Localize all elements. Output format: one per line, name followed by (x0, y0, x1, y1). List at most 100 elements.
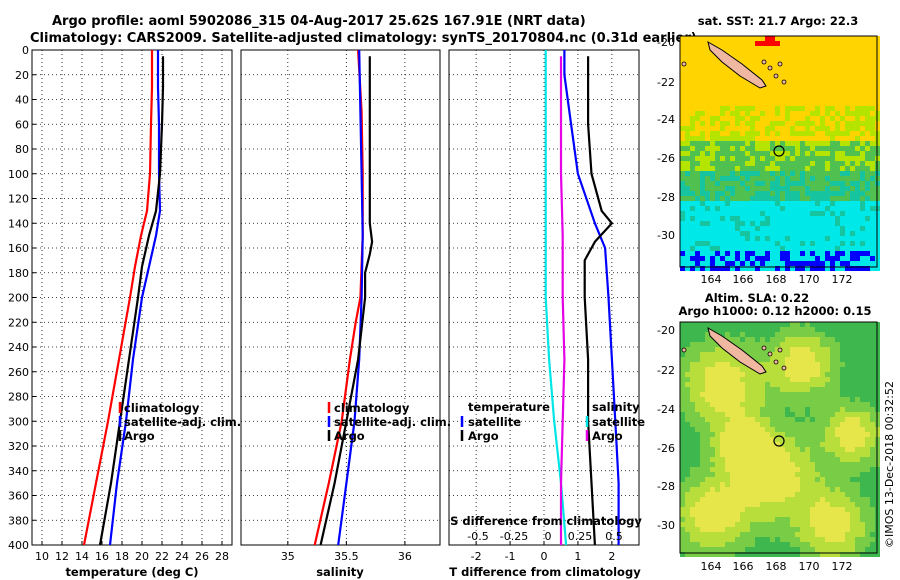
sst-cell (760, 186, 765, 191)
sst-cell (705, 111, 710, 116)
sla-cell (750, 487, 755, 492)
sst-map-x-tick-label: 164 (701, 273, 722, 286)
sla-cell (735, 452, 740, 457)
sla-cell (860, 347, 865, 352)
sst-cell (775, 146, 780, 151)
sst-cell (800, 146, 805, 151)
sst-cell (755, 196, 760, 201)
sla-cell (760, 487, 765, 492)
sla-cell (740, 412, 745, 417)
sst-cell (860, 136, 865, 141)
sla-cell (755, 397, 760, 402)
sst-cell (790, 186, 795, 191)
sst-cell (715, 96, 720, 101)
sst-cell (775, 246, 780, 251)
sla-cell (805, 477, 810, 482)
sst-cell (810, 171, 815, 176)
sst-cell (845, 236, 850, 241)
sst-cell (725, 121, 730, 126)
sla-cell (825, 527, 830, 532)
sla-cell (775, 372, 780, 377)
sst-cell (730, 256, 735, 261)
sla-cell (705, 467, 710, 472)
sst-cell (765, 151, 770, 156)
sla-cell (750, 477, 755, 482)
sla-cell (750, 497, 755, 502)
sst-cell (820, 196, 825, 201)
sst-cell (805, 121, 810, 126)
sst-cell (720, 46, 725, 51)
sst-cell (845, 176, 850, 181)
sla-cell (745, 477, 750, 482)
sla-cell (820, 422, 825, 427)
sla-cell (685, 367, 690, 372)
sla-cell (815, 367, 820, 372)
sla-cell (690, 357, 695, 362)
sst-cell (760, 221, 765, 226)
sla-cell (830, 482, 835, 487)
sst-cell (790, 36, 795, 41)
sst-cell (860, 96, 865, 101)
sla-cell (850, 492, 855, 497)
sst-cell (765, 256, 770, 261)
sla-cell (725, 422, 730, 427)
sst-cell (810, 236, 815, 241)
sst-cell (825, 56, 830, 61)
sst-cell (760, 126, 765, 131)
sla-cell (820, 407, 825, 412)
sst-cell (815, 56, 820, 61)
sst-cell (755, 71, 760, 76)
sla-cell (715, 377, 720, 382)
sst-cell (730, 196, 735, 201)
sla-cell (805, 482, 810, 487)
sla-cell (745, 327, 750, 332)
sst-cell (690, 146, 695, 151)
sst-cell (685, 181, 690, 186)
sst-cell (710, 256, 715, 261)
sst-cell (710, 181, 715, 186)
sla-cell (695, 542, 700, 547)
sst-cell (770, 106, 775, 111)
sst-cell (690, 111, 695, 116)
temp-series-climatology (82, 50, 154, 546)
sst-cell (810, 111, 815, 116)
sla-cell (755, 417, 760, 422)
sla-cell (725, 402, 730, 407)
sst-cell (865, 171, 870, 176)
sla-cell (850, 442, 855, 447)
sst-cell (700, 146, 705, 151)
sst-cell (870, 116, 875, 121)
sla-cell (765, 492, 770, 497)
sla-cell (755, 412, 760, 417)
sst-cell (855, 181, 860, 186)
sla-cell (865, 447, 870, 452)
salinity-panel-frame (240, 49, 441, 546)
sst-cell (825, 211, 830, 216)
sst-cell (820, 136, 825, 141)
sla-cell (695, 472, 700, 477)
sst-cell (725, 141, 730, 146)
sst-cell (715, 211, 720, 216)
sla-cell (750, 462, 755, 467)
sst-cell (785, 221, 790, 226)
temp-x-tick-label: 26 (195, 550, 209, 563)
sla-cell (715, 327, 720, 332)
sst-cell (830, 201, 835, 206)
sst-cell (840, 86, 845, 91)
sla-cell (760, 552, 765, 557)
sla-cell (845, 547, 850, 552)
sst-cell (750, 131, 755, 136)
sst-cell (835, 41, 840, 46)
sst-cell (745, 156, 750, 161)
sla-cell (870, 512, 875, 517)
sla-cell (785, 457, 790, 462)
sla-cell (865, 427, 870, 432)
sla-cell (865, 337, 870, 342)
sst-cell (775, 231, 780, 236)
sla-cell (695, 332, 700, 337)
sst-cell (680, 181, 685, 186)
sst-cell (845, 41, 850, 46)
sst-cell (770, 91, 775, 96)
sst-cell (830, 111, 835, 116)
sla-cell (815, 542, 820, 547)
